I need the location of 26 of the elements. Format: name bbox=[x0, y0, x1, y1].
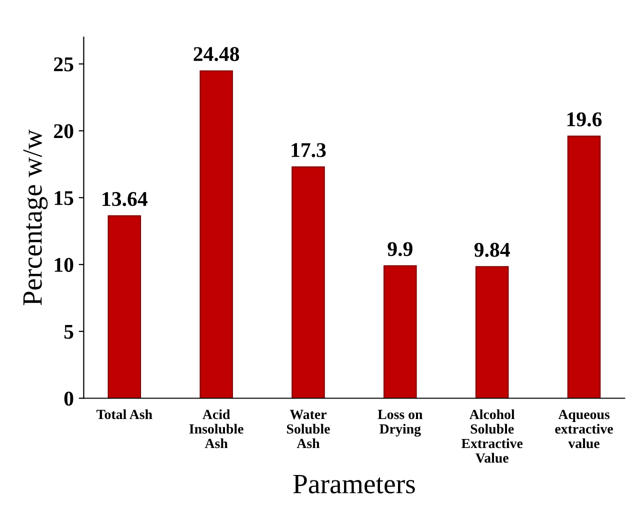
y-axis-title: Percentage w/w bbox=[23, 130, 48, 306]
x-tick-label: Water Soluble Ash bbox=[286, 410, 330, 448]
x-tick-label: Aqueous extractive value bbox=[555, 410, 613, 448]
y-tick-label: 15 bbox=[54, 191, 74, 206]
data-label: 9.84 bbox=[474, 242, 510, 257]
bar bbox=[384, 265, 417, 398]
y-tick-label: 20 bbox=[54, 124, 74, 138]
x-axis-title: Parameters bbox=[293, 474, 415, 494]
bar bbox=[200, 70, 233, 398]
x-tick-label: Alcohol Soluble Extractive Value bbox=[461, 409, 523, 463]
bar bbox=[475, 266, 509, 398]
bar bbox=[567, 136, 601, 398]
y-tick-label: 0 bbox=[64, 392, 74, 406]
y-tick-label: 25 bbox=[54, 57, 74, 72]
data-label: 13.64 bbox=[102, 192, 148, 206]
data-label: 19.6 bbox=[567, 112, 602, 126]
x-tick-label: Acid Insoluble Ash bbox=[189, 409, 244, 448]
x-tick-label: Total Ash bbox=[96, 409, 152, 420]
x-tick-label: Loss on Drying bbox=[378, 410, 423, 437]
data-label: 24.48 bbox=[194, 47, 240, 62]
data-label: 17.3 bbox=[292, 143, 326, 158]
bar bbox=[292, 166, 325, 398]
y-tick-label: 5 bbox=[64, 324, 74, 339]
y-tick-label: 10 bbox=[54, 258, 74, 272]
data-label: 9.9 bbox=[388, 242, 412, 256]
bar bbox=[108, 215, 142, 398]
